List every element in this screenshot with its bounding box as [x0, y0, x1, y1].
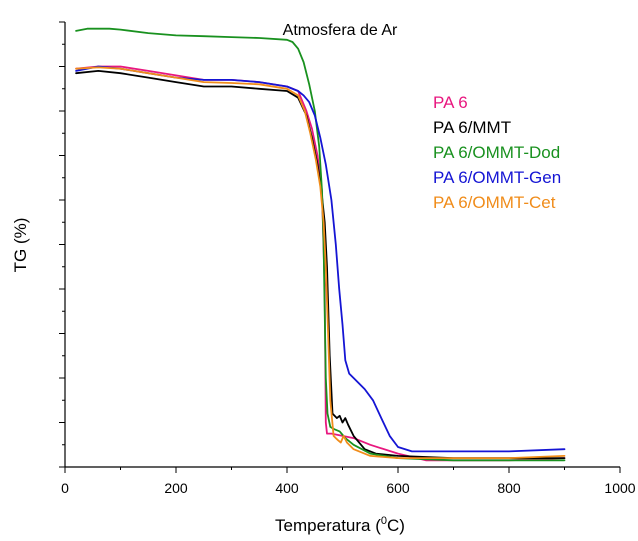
x-tick-label: 800: [497, 480, 521, 496]
y-ticks: [59, 21, 65, 468]
y-axis-label: TG (%): [11, 218, 30, 273]
series-line-1: [75, 70, 566, 459]
legend-entry: PA 6/MMT: [433, 118, 511, 137]
series-line-2: [75, 27, 566, 462]
axes: [64, 22, 620, 468]
x-axis-label-superscript: 0: [381, 515, 387, 527]
x-tick-labels: 0 200 400 600 800 1000: [61, 480, 636, 496]
series-line-3: [75, 65, 566, 453]
x-axis-label-suffix: C): [387, 516, 405, 535]
x-ticks: [64, 467, 621, 473]
series-line-4: [75, 66, 566, 459]
legend: PA 6 PA 6/MMT PA 6/OMMT-Dod PA 6/OMMT-Gen PA…: [433, 93, 561, 212]
series-line-0: [75, 65, 566, 462]
legend-entry: PA 6/OMMT-Gen: [433, 168, 561, 187]
x-tick-label: 200: [164, 480, 188, 496]
x-tick-label: 1000: [604, 480, 635, 496]
x-tick-label: 400: [275, 480, 299, 496]
legend-entry: PA 6: [433, 93, 468, 112]
chart-title: Atmosfera de Ar: [283, 22, 398, 39]
legend-entry: PA 6/OMMT-Cet: [433, 193, 556, 212]
x-tick-label: 0: [61, 480, 69, 496]
legend-entry: PA 6/OMMT-Dod: [433, 143, 560, 162]
x-axis-label-main: Temperatura (: [275, 516, 381, 535]
x-tick-label: 600: [386, 480, 410, 496]
series-group: [75, 27, 566, 462]
x-axis-label: Temperatura (0C): [275, 515, 405, 535]
